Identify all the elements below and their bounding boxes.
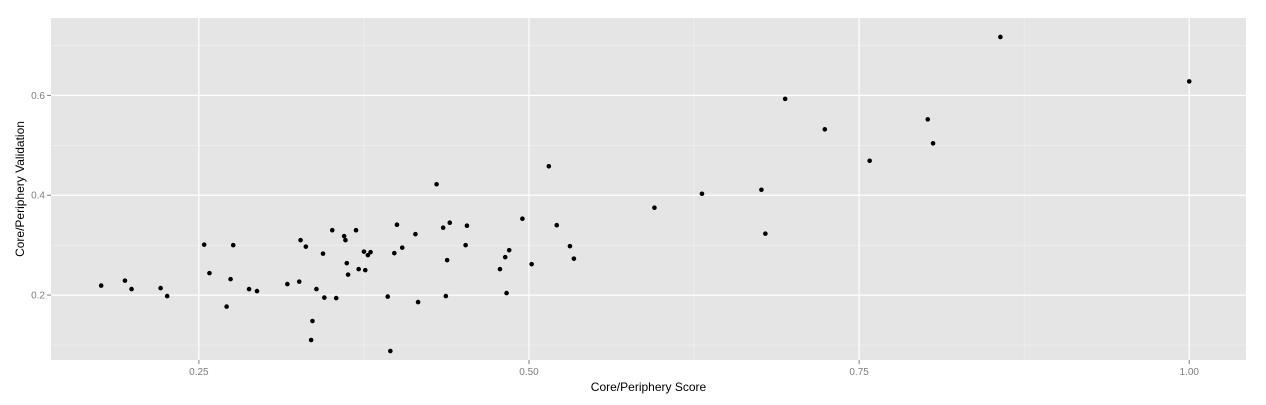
y-axis-title: Core/Periphery Validation: [13, 121, 27, 257]
data-point: [822, 127, 828, 132]
data-point: [652, 205, 657, 211]
data-point: [388, 348, 393, 354]
data-point: [333, 295, 339, 301]
data-point: [782, 96, 788, 102]
data-point: [201, 242, 207, 247]
data-point: [164, 293, 170, 299]
data-point: [567, 243, 573, 249]
data-point: [228, 276, 233, 282]
data-point: [463, 242, 468, 248]
data-point: [699, 191, 705, 197]
data-point: [413, 231, 418, 237]
data-point: [98, 283, 104, 288]
x-tick-label: 1.00: [1179, 367, 1199, 378]
data-point: [353, 227, 359, 233]
data-point: [529, 261, 534, 267]
data-point: [415, 299, 421, 305]
x-tick-label: 0.50: [519, 367, 539, 378]
data-point: [246, 286, 252, 292]
data-point: [122, 278, 128, 283]
data-point: [385, 294, 391, 299]
data-point: [998, 34, 1003, 40]
data-point: [925, 117, 931, 122]
data-point: [365, 252, 371, 258]
data-point: [497, 266, 503, 272]
data-point: [254, 288, 260, 294]
data-point: [930, 141, 936, 146]
y-axis-ticks: 0.2 0.4 0.6: [31, 91, 51, 302]
data-point: [345, 272, 351, 277]
major-gridlines: [51, 18, 1246, 360]
data-point: [546, 163, 552, 169]
data-point: [447, 220, 453, 226]
data-point: [554, 222, 560, 228]
x-axis-title: Core/Periphery Score: [591, 380, 707, 394]
data-point: [444, 257, 450, 263]
data-point: [310, 318, 315, 324]
minor-gridlines: [51, 18, 1246, 360]
data-point: [361, 249, 367, 254]
data-point: [504, 290, 509, 296]
plot-panel: [51, 18, 1246, 360]
data-point: [341, 233, 347, 239]
y-tick-label: 0.4: [31, 191, 45, 202]
data-point: [464, 223, 470, 228]
data-point: [343, 237, 348, 243]
data-point: [394, 222, 400, 227]
data-point: [867, 158, 872, 164]
data-point: [571, 256, 577, 261]
data-points: [98, 34, 1192, 354]
data-point: [368, 249, 373, 255]
data-point: [344, 260, 350, 266]
data-point: [314, 286, 319, 292]
data-point: [399, 245, 405, 250]
data-point: [298, 237, 303, 243]
data-point: [224, 304, 229, 309]
data-point: [303, 244, 309, 249]
data-point: [763, 231, 768, 236]
y-tick-label: 0.2: [31, 291, 45, 302]
data-point: [320, 251, 326, 256]
data-point: [392, 250, 397, 256]
data-point: [443, 293, 449, 299]
data-point: [502, 254, 508, 260]
data-point: [362, 267, 368, 273]
y-tick-label: 0.6: [31, 91, 45, 102]
data-point: [506, 247, 512, 253]
data-point: [285, 281, 290, 287]
data-point: [759, 187, 764, 193]
data-point: [434, 181, 439, 187]
data-point: [230, 242, 236, 248]
data-point: [322, 295, 327, 300]
data-point: [520, 216, 525, 222]
x-axis-ticks: 0.25 0.50 0.75 1.00: [189, 360, 1199, 378]
data-point: [356, 266, 361, 272]
data-point: [129, 286, 134, 292]
data-point: [1186, 79, 1192, 84]
data-point: [207, 270, 212, 276]
data-point: [329, 227, 335, 233]
x-tick-label: 0.75: [849, 367, 869, 378]
data-point: [308, 337, 314, 343]
data-point: [440, 225, 446, 230]
data-point: [158, 285, 163, 291]
data-point: [296, 279, 302, 284]
x-tick-label: 0.25: [189, 367, 209, 378]
